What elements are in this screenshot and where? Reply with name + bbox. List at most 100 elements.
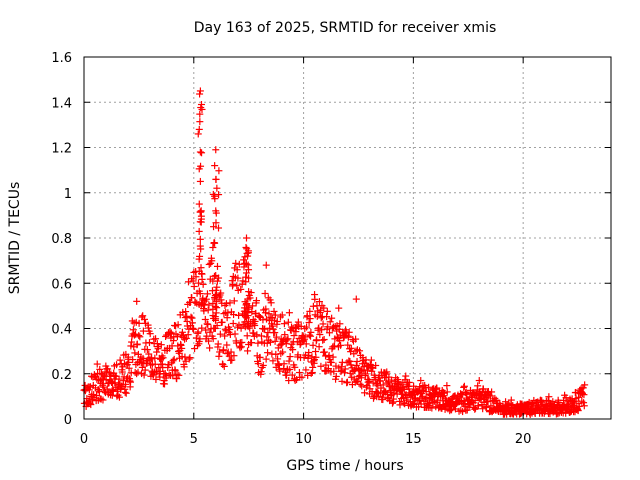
data-point (256, 353, 264, 361)
y-tick-label: 1 (64, 187, 72, 202)
data-point (184, 278, 192, 286)
data-point (173, 333, 181, 341)
data-point (291, 363, 299, 371)
data-point (115, 375, 123, 383)
data-point (352, 295, 360, 303)
data-point (290, 332, 298, 340)
data-point (297, 322, 305, 330)
data-point (186, 354, 194, 362)
data-point (195, 279, 203, 287)
data-point (185, 355, 193, 363)
data-point (244, 249, 252, 257)
data-point (212, 207, 220, 215)
data-point (368, 367, 376, 375)
data-point (474, 382, 482, 390)
data-point (242, 301, 250, 309)
data-point (325, 329, 333, 337)
data-point (177, 341, 185, 349)
data-point (280, 360, 288, 368)
data-point (230, 311, 238, 319)
data-point (574, 407, 582, 415)
data-point (86, 399, 94, 407)
data-point (205, 337, 213, 345)
data-point (316, 331, 324, 339)
data-point (233, 282, 241, 290)
data-point (405, 378, 413, 386)
data-point (301, 333, 309, 341)
data-point (257, 332, 265, 340)
data-point (128, 338, 136, 346)
data-point (213, 277, 221, 285)
data-point (288, 371, 296, 379)
data-point (357, 374, 365, 382)
data-point (580, 399, 588, 407)
data-point (209, 335, 217, 343)
data-point (269, 322, 277, 330)
data-point (307, 369, 315, 377)
data-point (224, 309, 232, 317)
data-point (184, 331, 192, 339)
data-point (241, 318, 249, 326)
data-point (387, 376, 395, 384)
data-point (291, 376, 299, 384)
data-point (229, 319, 237, 327)
data-point (162, 332, 170, 340)
data-point (271, 329, 279, 337)
data-point (278, 311, 286, 319)
data-point (362, 370, 370, 378)
data-point (249, 302, 257, 310)
data-point (182, 334, 190, 342)
data-point (116, 356, 124, 364)
data-point (195, 227, 203, 235)
data-point (459, 408, 467, 416)
data-point (353, 357, 361, 365)
data-point (197, 101, 205, 109)
data-point (416, 383, 424, 391)
data-point (285, 357, 293, 365)
data-point (479, 405, 487, 413)
data-point (139, 354, 147, 362)
data-point (244, 252, 252, 260)
x-axis-label: GPS time / hours (286, 458, 403, 474)
data-point (244, 347, 252, 355)
data-point (135, 332, 143, 340)
data-point (204, 306, 212, 314)
data-point (402, 372, 410, 380)
data-point (180, 363, 188, 371)
data-point (237, 285, 245, 293)
data-point (190, 282, 198, 290)
data-point (271, 311, 279, 319)
data-point (379, 396, 387, 404)
data-point (141, 366, 149, 374)
data-point (284, 335, 292, 343)
data-point (579, 384, 587, 392)
data-point (347, 344, 355, 352)
y-tick-label: 0.8 (51, 232, 72, 247)
data-point (212, 292, 220, 300)
data-point (234, 274, 242, 282)
data-point (251, 317, 259, 325)
data-point (468, 398, 476, 406)
data-point (199, 296, 207, 304)
data-point (87, 401, 95, 409)
data-point (136, 333, 144, 341)
data-point (206, 328, 214, 336)
data-point (356, 380, 364, 388)
y-tick-label: 0.4 (51, 323, 72, 338)
data-point (302, 340, 310, 348)
data-point (372, 380, 380, 388)
data-point (195, 255, 203, 263)
data-point (248, 308, 256, 316)
data-point (383, 368, 391, 376)
data-point (125, 364, 133, 372)
data-point (356, 347, 364, 355)
data-point (332, 372, 340, 380)
data-point (140, 315, 148, 323)
data-point (211, 162, 219, 170)
data-point (213, 262, 221, 270)
data-point (115, 393, 123, 401)
data-point (343, 378, 351, 386)
data-point (156, 367, 164, 375)
data-point (579, 390, 587, 398)
